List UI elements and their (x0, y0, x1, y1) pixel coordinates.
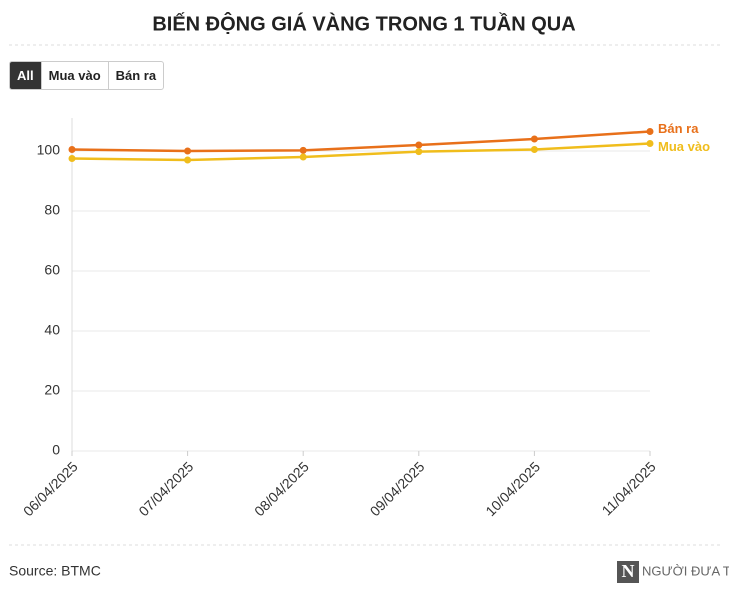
series-line (71, 130, 651, 153)
point (530, 135, 538, 143)
y-tick-label: 80 (44, 202, 60, 218)
point (415, 141, 423, 149)
point (184, 147, 192, 155)
x-tick-label: 10/04/2025 (482, 458, 543, 519)
point (299, 146, 307, 154)
y-tick-label: 60 (44, 262, 60, 278)
filter-button[interactable]: Mua vào (40, 62, 108, 89)
filter-button[interactable]: Bán ra (107, 62, 163, 89)
x-tick-label: 07/04/2025 (135, 458, 196, 519)
x-tick-label: 09/04/2025 (367, 458, 428, 519)
point (646, 140, 654, 147)
series-label: Bán ra (658, 121, 699, 136)
y-tick-label: 100 (37, 142, 61, 158)
point (530, 146, 538, 153)
point (299, 153, 307, 161)
x-tick-label: 11/04/2025 (599, 458, 659, 518)
y-tick-label: 40 (44, 322, 60, 338)
logo-text: NGƯỜI ĐƯA TIN (642, 563, 729, 578)
point (68, 146, 76, 153)
chart-title: BIẾN ĐỘNG GIÁ VÀNG TRONG 1 TUẦN QUA (152, 11, 575, 35)
series-label: Mua vào (658, 139, 710, 154)
point (415, 148, 423, 156)
filter-button[interactable]: All (10, 62, 41, 89)
y-tick-label: 0 (52, 442, 60, 458)
logo-mark: N (622, 561, 635, 581)
source: Source: BTMC (9, 563, 101, 579)
series-line (71, 142, 651, 162)
filter-buttons: All Mua vào Bán ra (9, 61, 165, 90)
logo-box (617, 561, 639, 583)
point (646, 128, 654, 135)
y-tick-label: 20 (44, 382, 60, 398)
point (68, 155, 76, 162)
point (184, 156, 192, 164)
x-tick-label: 08/04/2025 (251, 458, 312, 519)
x-tick-label: 06/04/2025 (20, 458, 81, 519)
